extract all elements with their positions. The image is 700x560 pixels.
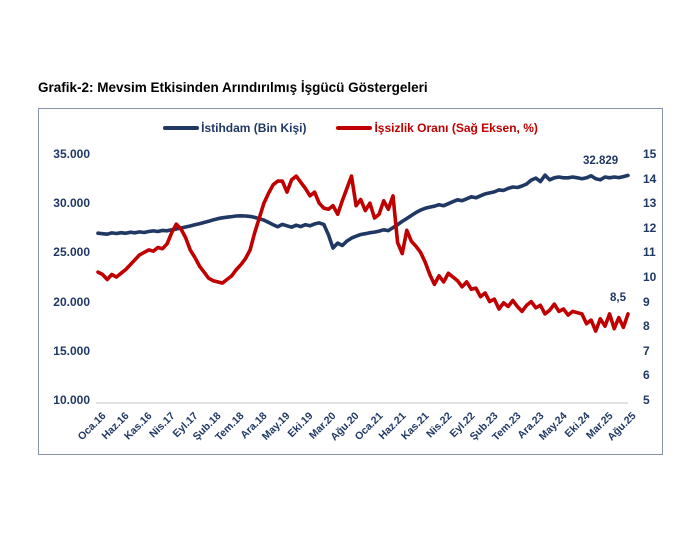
right-axis-tick: 11 [643,245,656,260]
legend-item-employment: İstihdam (Bin Kişi) [163,121,306,135]
right-axis-tick: 8 [643,319,650,334]
chart-title: Grafik-2: Mevsim Etkisinden Arındırılmış… [38,80,428,95]
employment-line-swatch [163,125,200,131]
left-axis-tick: 20.000 [53,294,90,309]
left-axis-tick: 15.000 [53,343,90,358]
unemployment-line-series [96,174,630,333]
right-axis-tick: 12 [643,220,657,235]
last-value-label-unemployment: 8,5 [610,291,626,304]
left-axis-tick: 10.000 [53,393,90,407]
legend-label-employment: İstihdam (Bin Kişi) [201,121,307,135]
left-axis-tick: 25.000 [53,245,90,260]
right-axis-tick: 6 [643,368,650,383]
right-axis-tick: 14 [643,171,657,186]
left-axis-tick: 35.000 [53,147,90,161]
right-axis-tick: 7 [643,343,650,358]
right-axis-tick: 10 [643,270,657,284]
last-value-label-employment: 32.829 [583,155,619,168]
right-axis-tick: 5 [643,393,650,407]
right-axis-tick: 9 [643,294,650,309]
employment-line-series [96,173,630,250]
right-axis-tick: 13 [643,196,657,211]
right-axis-tick: 15 [643,147,657,161]
legend-item-unemployment: İşsizlik Oranı (Sağ Eksen, %) [336,121,538,135]
legend-label-unemployment: İşsizlik Oranı (Sağ Eksen, %) [374,121,538,135]
unemployment-line-swatch [336,125,373,131]
left-axis-tick: 30.000 [53,196,90,211]
chart-legend: İstihdam (Bin Kişi) İşsizlik Oranı (Sağ … [38,121,663,135]
chart-frame [38,108,663,455]
